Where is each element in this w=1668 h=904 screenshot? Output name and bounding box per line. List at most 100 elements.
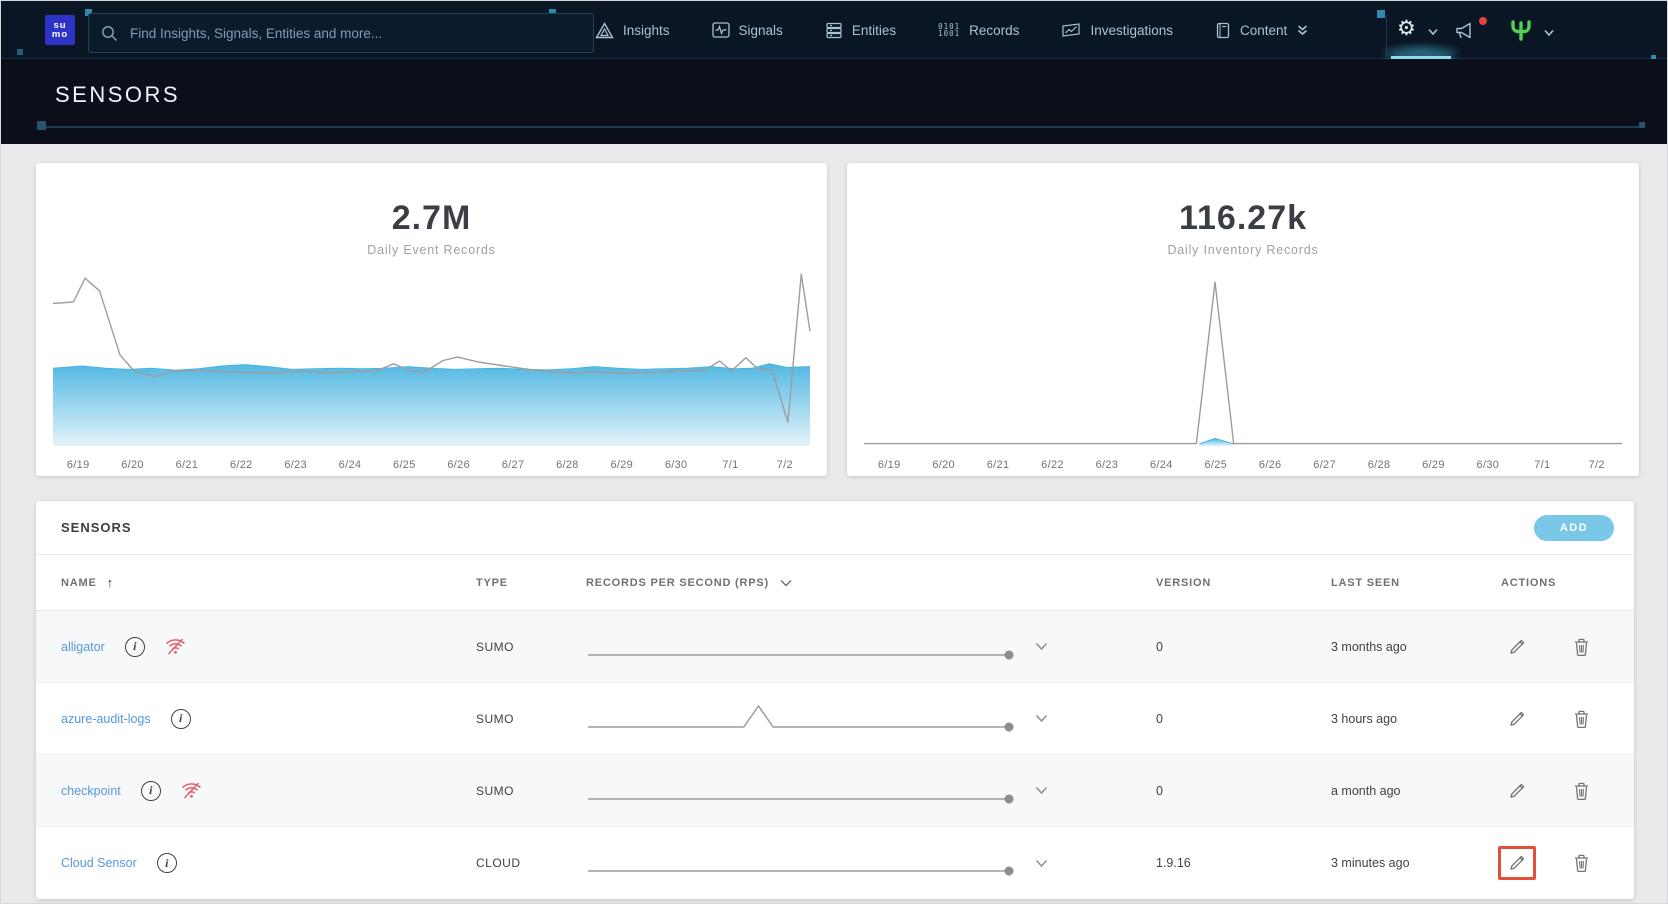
sensor-last-seen: 3 minutes ago — [1331, 856, 1410, 870]
gear-settings-icon[interactable]: ⚙ — [1397, 16, 1416, 40]
trash-icon — [1574, 710, 1588, 728]
table-row: Cloud Sensor CLOUD 1.9.16 3 minutes ago — [36, 827, 1634, 899]
x-axis-label: 6/29 — [610, 459, 634, 471]
sumo-logo[interactable]: su mo — [45, 15, 75, 45]
wifi-off-icon — [181, 782, 201, 799]
records-binary-icon: 0101 1001 — [938, 22, 961, 38]
inventory-records-chart — [864, 281, 1622, 446]
inventory-chart-x-axis: 6/19 6/20 6/21 6/22 6/23 6/24 6/25 6/26 6/27 6/28… — [862, 459, 1624, 471]
table-header-row: NAME ↑ TYPE RECORDS PER SECOND (RPS) VER… — [36, 555, 1634, 611]
daily-inventory-records-line — [864, 281, 1622, 445]
info-icon[interactable] — [124, 636, 145, 657]
megaphone-icon[interactable] — [1453, 20, 1477, 42]
daily-inventory-records-card: 116.27k Daily Inventory Records 6/19 6/20… — [847, 163, 1639, 476]
pencil-icon — [1510, 855, 1525, 870]
daily-event-records-card: 2.7M Daily Event Records 6/19 6/20 6/21 6/2… — [36, 163, 827, 476]
chevron-down-icon[interactable] — [1034, 785, 1049, 796]
edit-button[interactable] — [1498, 846, 1536, 880]
search-input[interactable] — [128, 24, 581, 42]
delete-button[interactable] — [1562, 702, 1600, 736]
x-axis-label: 6/25 — [393, 459, 416, 471]
global-search-box — [88, 13, 594, 53]
x-axis-label: 6/24 — [338, 459, 362, 471]
edit-button[interactable] — [1498, 774, 1536, 808]
nav-label: Investigations — [1090, 22, 1173, 38]
event-records-value: 2.7M — [391, 199, 472, 237]
inventory-records-area — [1199, 438, 1234, 446]
sensor-last-seen: 3 hours ago — [1331, 711, 1398, 726]
sensor-last-seen: a month ago — [1331, 783, 1401, 798]
delete-button[interactable] — [1562, 846, 1600, 880]
x-axis-label: 6/20 — [121, 459, 144, 471]
pencil-icon — [1510, 783, 1525, 798]
wifi-off-icon — [165, 638, 185, 655]
info-icon[interactable] — [140, 780, 161, 801]
table-row: checkpoint SUMO 0 a month ago — [36, 755, 1634, 827]
rps-sparkline — [588, 794, 1014, 803]
chevron-down-icon[interactable] — [1034, 641, 1049, 652]
sensor-type-value: SUMO — [476, 711, 514, 726]
column-header-type[interactable]: TYPE — [476, 576, 508, 589]
column-header-version[interactable]: VERSION — [1156, 576, 1212, 589]
nav-item-insights[interactable]: Insights — [595, 21, 670, 39]
nav-item-investigations[interactable]: Investigations — [1061, 22, 1173, 38]
nav-item-signals[interactable]: Signals — [711, 22, 783, 38]
sensor-type-value: CLOUD — [476, 856, 521, 870]
primary-nav: Insights Signals Entities — [595, 1, 1309, 59]
page-header: SENSORS — [1, 59, 1667, 144]
sort-ascending-icon: ↑ — [106, 575, 114, 590]
sensors-table-card: SENSORS ADD NAME ↑ TYPE RECORDS PER SECO… — [36, 501, 1634, 899]
trash-icon — [1574, 638, 1588, 656]
chevron-down-icon[interactable] — [1034, 713, 1049, 724]
user-menu-icon[interactable] — [1507, 17, 1535, 43]
delete-button[interactable] — [1562, 630, 1600, 664]
sensor-last-seen: 3 months ago — [1331, 639, 1407, 654]
sensor-type-value: SUMO — [476, 639, 514, 654]
signals-pulse-icon — [711, 22, 730, 38]
column-header-last-seen[interactable]: LAST SEEN — [1331, 576, 1400, 589]
sensor-name-link[interactable]: checkpoint — [61, 783, 121, 798]
x-axis-label: 7/2 — [776, 459, 793, 471]
trash-icon — [1574, 854, 1588, 873]
x-axis-label: 7/1 — [1534, 459, 1551, 471]
nav-item-records[interactable]: 0101 1001 Records — [938, 23, 1019, 38]
x-axis-label: 7/1 — [722, 459, 739, 471]
ingested-events-area-edge — [52, 363, 811, 371]
inventory-records-area-edge — [1199, 437, 1234, 445]
event-chart-x-axis: 6/19 6/20 6/21 6/22 6/23 6/24 6/25 6/26 6/27 6/28… — [51, 459, 812, 471]
chevron-down-icon[interactable] — [1543, 28, 1555, 38]
sensor-name-link[interactable]: azure-audit-logs — [61, 711, 151, 726]
corner-accent — [37, 121, 46, 130]
nav-item-content[interactable]: Content — [1215, 22, 1309, 39]
sensor-name-link[interactable]: alligator — [61, 639, 105, 654]
pencil-icon — [1510, 639, 1525, 654]
delete-button[interactable] — [1562, 774, 1600, 808]
sensor-name-link[interactable]: Cloud Sensor — [61, 856, 137, 870]
investigations-chart-icon — [1062, 23, 1081, 37]
info-icon[interactable] — [170, 708, 191, 729]
column-header-name[interactable]: NAME ↑ — [61, 575, 114, 590]
x-axis-label: 6/27 — [1313, 459, 1336, 471]
edit-button[interactable] — [1498, 702, 1536, 736]
chevron-down-icon[interactable] — [1427, 27, 1439, 37]
x-axis-label: 6/22 — [229, 459, 253, 471]
x-axis-label: 6/28 — [556, 459, 579, 471]
corner-accent — [85, 9, 92, 16]
edit-button[interactable] — [1498, 630, 1536, 664]
add-sensor-button[interactable]: ADD — [1534, 514, 1614, 541]
nav-item-entities[interactable]: Entities — [825, 22, 896, 39]
entities-stack-icon — [826, 22, 842, 38]
inventory-records-label: Daily Inventory Records — [1167, 243, 1319, 257]
column-header-rps[interactable]: RECORDS PER SECOND (RPS) — [586, 577, 1151, 589]
x-axis-label: 6/25 — [1204, 459, 1228, 471]
pencil-icon — [1510, 711, 1525, 726]
x-axis-label: 7/2 — [1588, 459, 1605, 471]
info-icon[interactable] — [156, 853, 177, 873]
logo-text-bottom: mo — [51, 29, 69, 40]
table-row: alligator SUMO 0 3 months ago — [36, 611, 1634, 683]
chevron-down-icon[interactable] — [1034, 858, 1049, 869]
nav-label: Content — [1240, 22, 1288, 38]
chevron-down-icon[interactable] — [779, 578, 793, 588]
sensor-version: 0 — [1156, 711, 1163, 726]
